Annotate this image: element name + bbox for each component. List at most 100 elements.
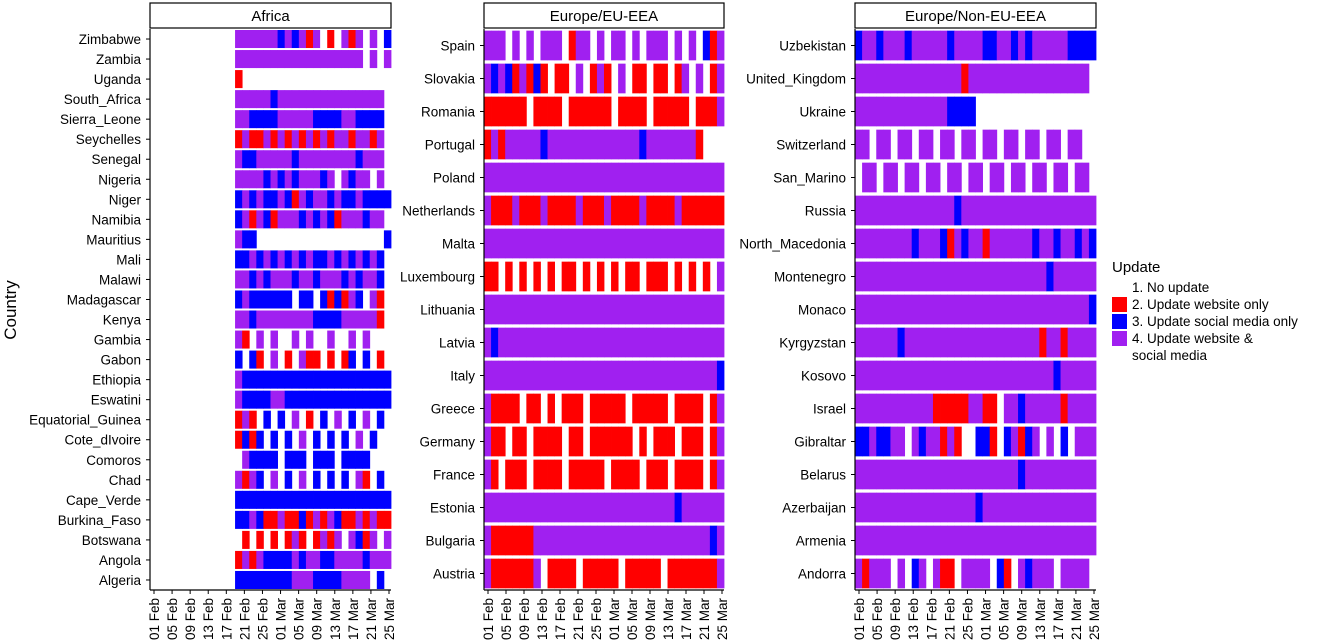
heatmap-cell xyxy=(263,90,271,109)
heatmap-cell xyxy=(505,459,513,490)
x-tick-label: 13 Mar xyxy=(1033,598,1048,641)
heatmap-cell xyxy=(1032,30,1040,61)
heatmap-cell xyxy=(369,290,378,309)
heatmap-cell xyxy=(1074,162,1083,193)
heatmap-cell xyxy=(596,294,605,325)
heatmap-cell xyxy=(305,350,314,369)
heatmap-cell xyxy=(249,310,257,329)
heatmap-cell xyxy=(869,162,877,193)
heatmap-cell xyxy=(242,250,250,269)
heatmap-cell xyxy=(369,130,378,149)
legend-key xyxy=(1112,314,1127,329)
heatmap-cell xyxy=(918,558,927,589)
heatmap-cell xyxy=(1003,63,1012,94)
heatmap-cell xyxy=(256,470,264,489)
heatmap-cell xyxy=(484,294,492,325)
heatmap-cell xyxy=(270,130,278,149)
heatmap-cell xyxy=(996,360,1005,391)
heatmap-cell xyxy=(1081,30,1090,61)
heatmap-cell xyxy=(681,327,690,358)
heatmap-cell xyxy=(876,492,884,523)
heatmap-cell xyxy=(604,96,612,127)
heatmap-cell xyxy=(688,525,697,556)
heatmap-cell xyxy=(667,360,675,391)
heatmap-cell xyxy=(249,130,257,149)
x-tick-label: 01 Feb xyxy=(481,598,496,640)
heatmap-cell xyxy=(249,510,257,529)
heatmap-cell xyxy=(341,350,349,369)
heatmap-cell xyxy=(1003,129,1012,160)
heatmap-cell xyxy=(653,195,661,226)
heatmap-cell xyxy=(695,96,704,127)
heatmap-cell xyxy=(376,210,385,229)
heatmap-cell xyxy=(961,294,969,325)
heatmap-cell xyxy=(876,63,884,94)
country-label: Spain xyxy=(440,39,475,54)
heatmap-cell xyxy=(256,290,264,309)
heatmap-cell xyxy=(709,426,718,457)
heatmap-cell xyxy=(242,530,250,549)
heatmap-cell xyxy=(341,270,349,289)
heatmap-cell xyxy=(291,370,300,389)
heatmap-cell xyxy=(263,390,271,409)
heatmap-cell xyxy=(362,310,371,329)
heatmap-cell xyxy=(235,570,243,589)
heatmap-cell xyxy=(883,129,891,160)
heatmap-cell xyxy=(618,492,626,523)
heatmap-cell xyxy=(533,327,541,358)
heatmap-cell xyxy=(989,360,998,391)
heatmap-cell xyxy=(256,170,264,189)
heatmap-cell xyxy=(932,426,941,457)
heatmap-cell xyxy=(716,393,725,424)
heatmap-cell xyxy=(298,350,307,369)
heatmap-cell xyxy=(954,360,962,391)
country-label: Zimbabwe xyxy=(79,32,141,47)
heatmap-cell xyxy=(505,360,513,391)
country-label: Montenegro xyxy=(774,270,846,285)
country-label: Azerbaijan xyxy=(782,501,846,516)
heatmap-cell xyxy=(611,294,619,325)
heatmap-cell xyxy=(256,310,264,329)
heatmap-cell xyxy=(1018,228,1026,259)
heatmap-cell xyxy=(596,327,605,358)
heatmap-cell xyxy=(484,162,492,193)
x-tick-label: 13 Feb xyxy=(201,598,216,640)
country-label: Mauritius xyxy=(86,232,141,247)
heatmap-cell xyxy=(954,162,962,193)
heatmap-cell xyxy=(996,327,1005,358)
heatmap-cell xyxy=(256,210,264,229)
heatmap-cell xyxy=(639,525,647,556)
heatmap-cell xyxy=(249,570,257,589)
heatmap-cell xyxy=(709,327,718,358)
heatmap-cell xyxy=(667,492,675,523)
heatmap-cell xyxy=(883,525,891,556)
heatmap-cell xyxy=(1025,360,1033,391)
heatmap-cell xyxy=(341,430,349,449)
heatmap-cell xyxy=(235,230,243,249)
heatmap-cell xyxy=(660,228,668,259)
heatmap-cell xyxy=(911,162,920,193)
heatmap-cell xyxy=(968,558,976,589)
heatmap-cell xyxy=(362,350,371,369)
heatmap-cell xyxy=(596,96,605,127)
heatmap-cell xyxy=(305,310,314,329)
heatmap-cell xyxy=(526,162,534,193)
heatmap-cell xyxy=(235,250,243,269)
heatmap-cell xyxy=(341,470,349,489)
heatmap-cell xyxy=(897,63,906,94)
heatmap-cell xyxy=(604,327,612,358)
heatmap-cell xyxy=(632,492,640,523)
heatmap-cell xyxy=(327,430,335,449)
heatmap-cell xyxy=(235,470,243,489)
heatmap-cell xyxy=(519,129,527,160)
heatmap-cell xyxy=(674,261,683,292)
heatmap-cell xyxy=(505,129,513,160)
heatmap-cell xyxy=(940,63,948,94)
heatmap-cell xyxy=(716,360,725,391)
heatmap-cell xyxy=(305,150,314,169)
heatmap-cell xyxy=(1018,294,1026,325)
heatmap-cell xyxy=(355,250,364,269)
heatmap-cell xyxy=(940,459,948,490)
x-tick-label: 17 Mar xyxy=(346,598,361,641)
heatmap-cell xyxy=(561,195,570,226)
